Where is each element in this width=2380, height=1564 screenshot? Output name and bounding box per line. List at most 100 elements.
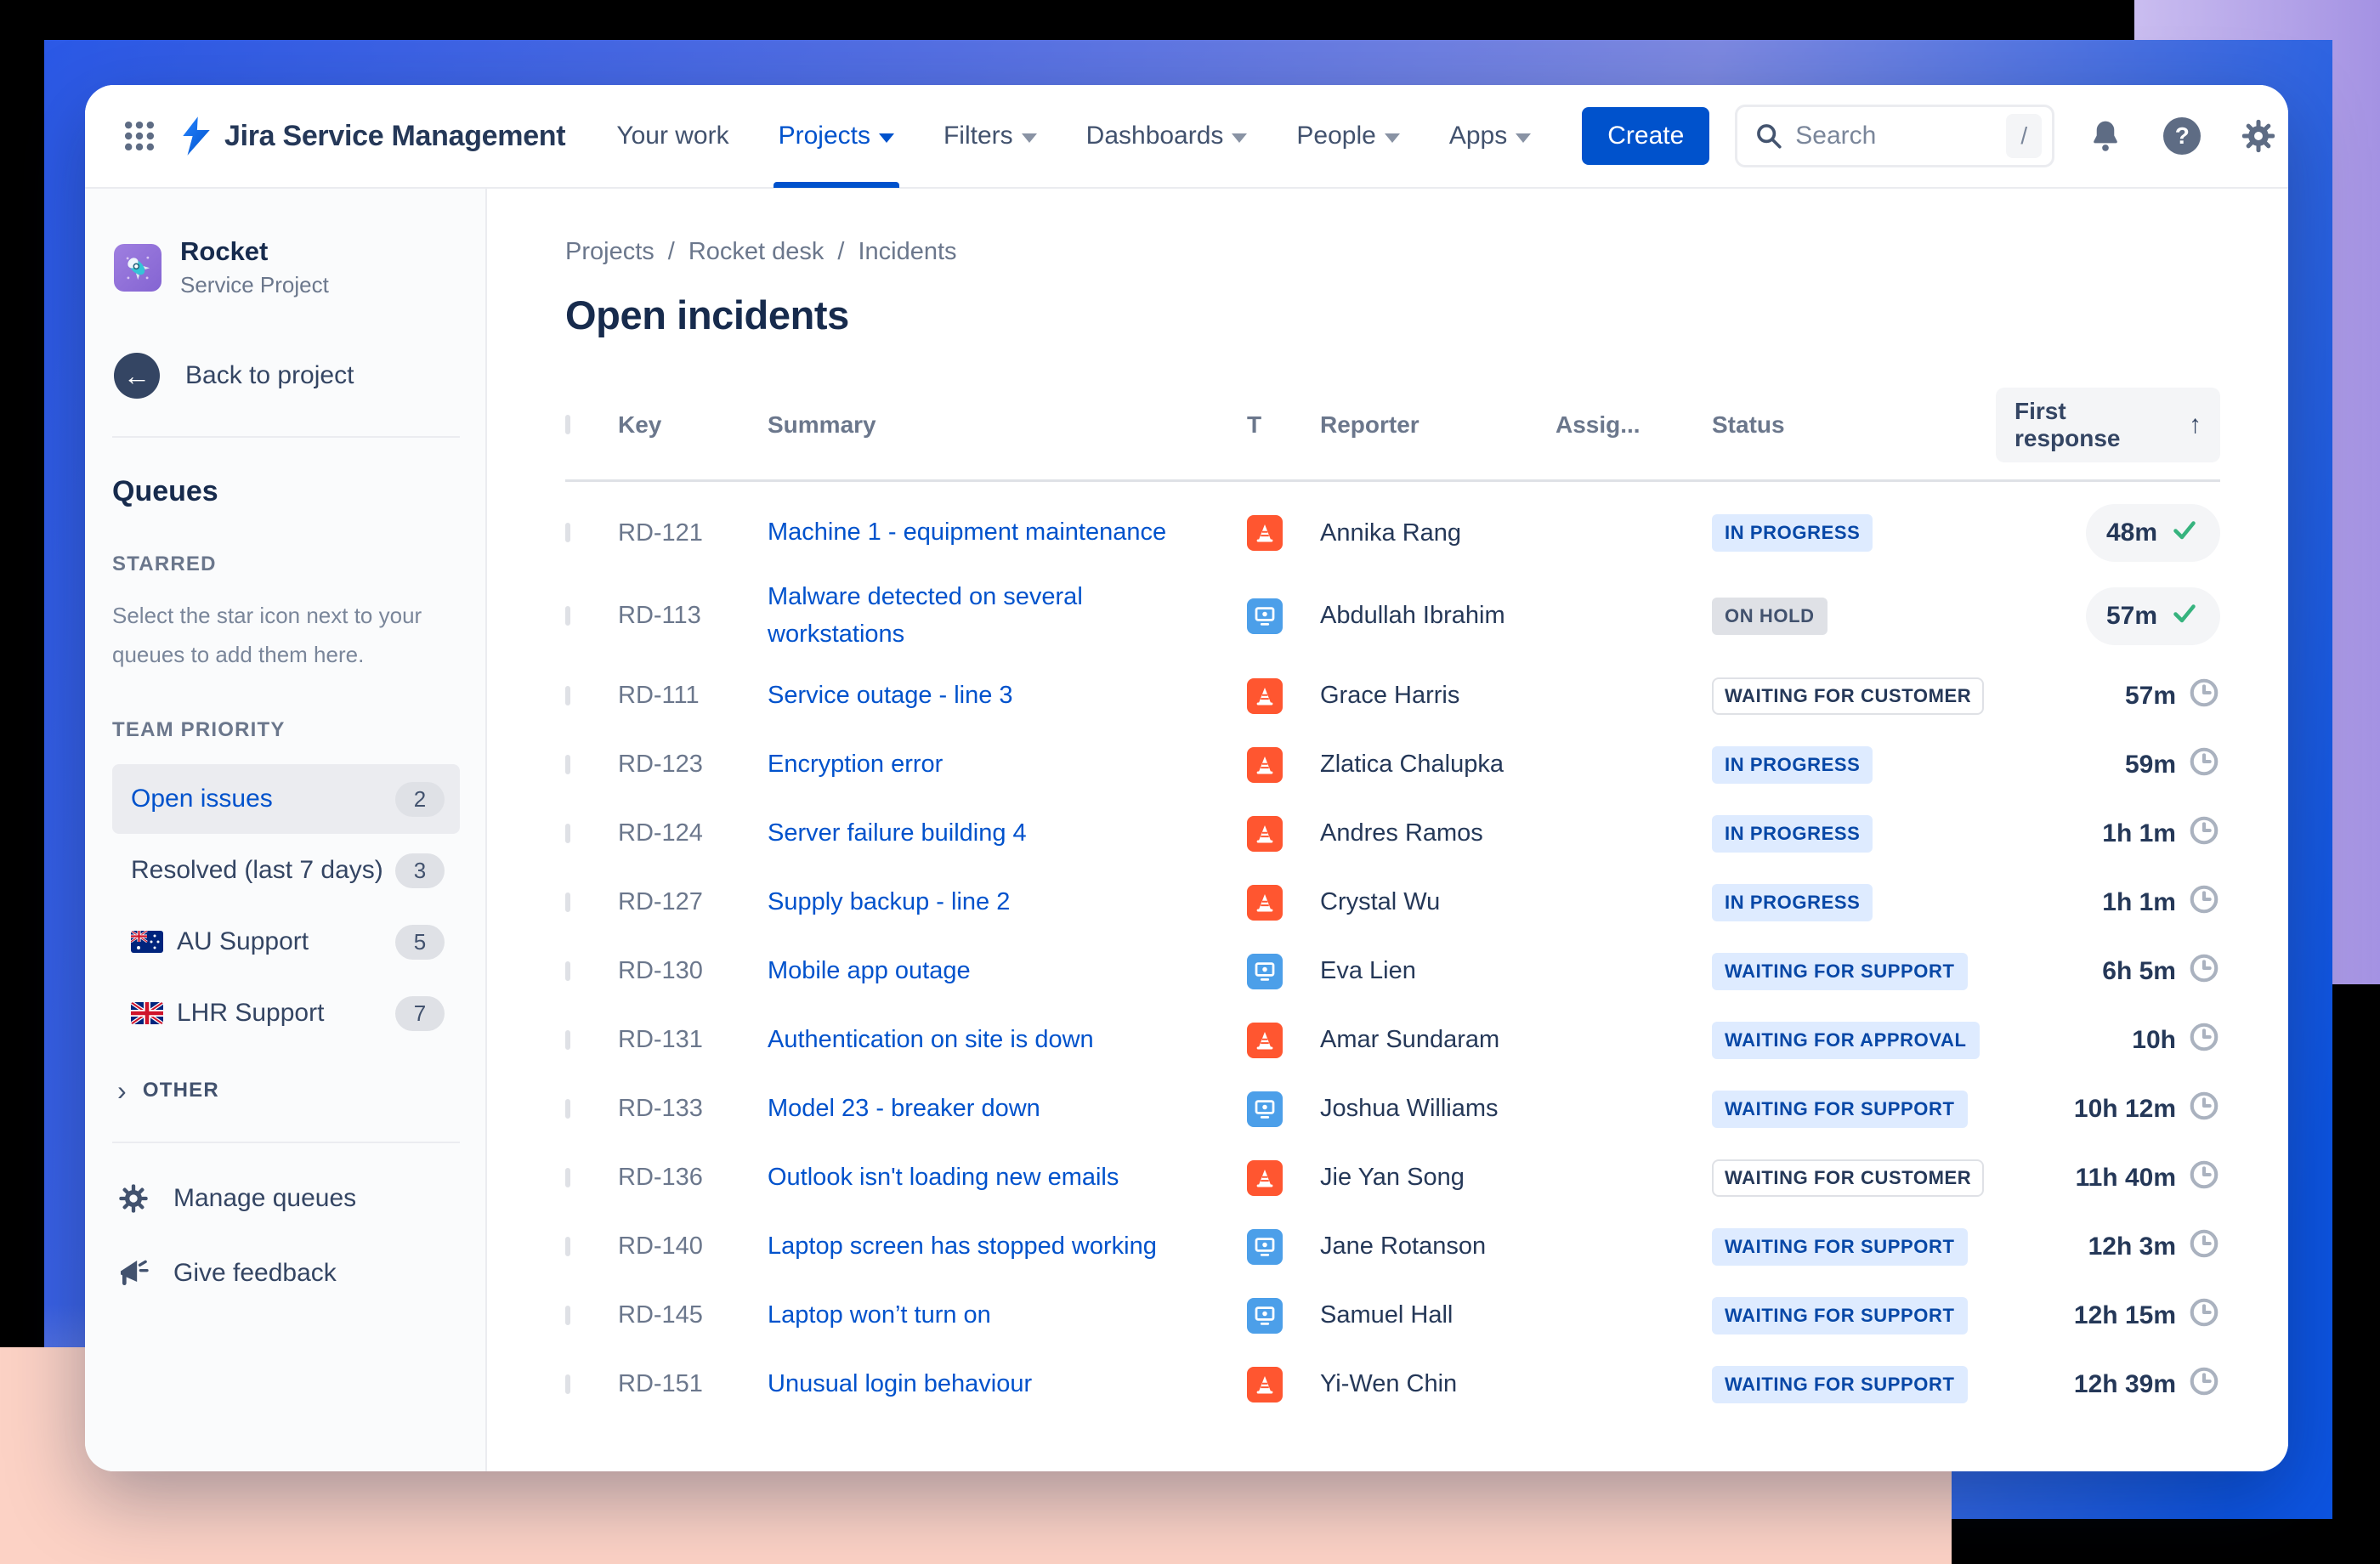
search-icon <box>1757 124 1782 149</box>
sla-clock-icon <box>2188 1021 2220 1060</box>
sidebar-item-au-support[interactable]: AU Support 5 <box>112 907 460 977</box>
row-checkbox[interactable] <box>565 823 570 843</box>
row-checkbox[interactable] <box>565 1236 570 1256</box>
chevron-down-icon <box>1021 133 1037 143</box>
issue-summary-link[interactable]: Outlook isn't loading new emails <box>768 1163 1119 1191</box>
nav-utility-icons: ? <box>2085 111 2288 161</box>
column-first-response-sorted[interactable]: First response ↑ <box>1996 388 2220 462</box>
first-response-cell: 10h 12m <box>2074 1090 2220 1129</box>
column-reporter[interactable]: Reporter <box>1320 411 1420 438</box>
starred-hint-text: Select the star icon next to your queues… <box>112 603 422 667</box>
create-button[interactable]: Create <box>1582 107 1710 165</box>
sidebar-item-lhr-support[interactable]: LHR Support 7 <box>112 978 460 1048</box>
manage-queues-button[interactable]: Manage queues <box>112 1181 460 1216</box>
table-row[interactable]: RD-113 Malware detected on several works… <box>565 570 2220 661</box>
table-row[interactable]: RD-131 Authentication on site is down Am… <box>565 1006 2220 1074</box>
sidebar-section-other[interactable]: › OTHER <box>117 1075 219 1106</box>
issue-summary-link[interactable]: Model 23 - breaker down <box>768 1094 1040 1122</box>
column-summary[interactable]: Summary <box>768 411 876 438</box>
issue-summary-link[interactable]: Unusual login behaviour <box>768 1369 1033 1397</box>
row-checkbox[interactable] <box>565 1374 570 1394</box>
row-checkbox[interactable] <box>565 1098 570 1119</box>
issue-summary-link[interactable]: Server failure building 4 <box>768 819 1027 847</box>
column-status[interactable]: Status <box>1712 411 1785 438</box>
select-all-checkbox[interactable] <box>565 415 570 434</box>
sla-clock-icon <box>2188 1159 2220 1198</box>
issue-summary-link[interactable]: Authentication on site is down <box>768 1025 1094 1053</box>
give-feedback-button[interactable]: Give feedback <box>112 1255 460 1291</box>
table-row[interactable]: RD-130 Mobile app outage Eva Lien WAITIN… <box>565 937 2220 1006</box>
breadcrumb-incidents[interactable]: Incidents <box>858 238 957 265</box>
back-arrow-icon: ← <box>114 353 160 399</box>
table-row[interactable]: RD-145 Laptop won’t turn on Samuel Hall … <box>565 1281 2220 1350</box>
table-row[interactable]: RD-140 Laptop screen has stopped working… <box>565 1212 2220 1281</box>
notifications-bell-icon[interactable] <box>2085 116 2126 156</box>
sla-met-check-icon <box>2169 514 2200 552</box>
nav-item-projects[interactable]: Projects <box>773 85 900 188</box>
nav-item-dashboards[interactable]: Dashboards <box>1086 85 1248 188</box>
issue-summary-link[interactable]: Machine 1 - equipment maintenance <box>768 518 1167 547</box>
table-row[interactable]: RD-127 Supply backup - line 2 Crystal Wu… <box>565 868 2220 937</box>
reporter-name: Yi-Wen Chin <box>1320 1370 1458 1397</box>
issue-summary-link[interactable]: Service outage - line 3 <box>768 681 1013 709</box>
first-response-time: 10h <box>2132 1025 2176 1054</box>
row-checkbox[interactable] <box>565 685 570 706</box>
issue-summary-link[interactable]: Mobile app outage <box>768 956 971 984</box>
column-type[interactable]: T <box>1247 411 1262 438</box>
app-switcher-icon[interactable] <box>119 116 160 156</box>
issue-key: RD-111 <box>618 682 700 709</box>
breadcrumb-projects[interactable]: Projects <box>565 238 654 265</box>
queues-heading: Queues <box>112 475 218 507</box>
first-response-time: 1h 1m <box>2102 819 2176 847</box>
sidebar-item-resolved[interactable]: Resolved (last 7 days) 3 <box>112 836 460 905</box>
row-checkbox[interactable] <box>565 754 570 774</box>
settings-gear-icon[interactable] <box>2238 116 2279 156</box>
jira-logo[interactable]: Jira Service Management <box>178 116 566 156</box>
column-key[interactable]: Key <box>618 411 662 438</box>
table-header: Key Summary T Reporter Assig... Status F… <box>565 388 2220 482</box>
table-row[interactable]: RD-121 Machine 1 - equipment maintenance… <box>565 496 2220 570</box>
issue-summary-link[interactable]: Laptop won’t turn on <box>768 1300 991 1329</box>
search-input[interactable] <box>1795 122 2007 150</box>
row-checkbox[interactable] <box>565 523 570 542</box>
row-checkbox[interactable] <box>565 892 570 912</box>
request-type-icon <box>1247 953 1283 989</box>
table-row[interactable]: RD-123 Encryption error Zlatica Chalupka… <box>565 730 2220 799</box>
uk-flag-icon <box>131 1002 163 1024</box>
project-header[interactable]: Rocket Service Project <box>112 236 460 298</box>
rocket-project-icon <box>114 243 162 292</box>
first-response-cell: 1h 1m <box>2102 814 2220 853</box>
first-response-cell: 59m <box>2125 745 2220 785</box>
help-icon[interactable]: ? <box>2162 116 2202 156</box>
issue-summary-link[interactable]: Laptop screen has stopped working <box>768 1232 1157 1260</box>
row-checkbox[interactable] <box>565 605 570 626</box>
first-response-cell: 11h 40m <box>2076 1159 2220 1198</box>
breadcrumb-rocket-desk[interactable]: Rocket desk <box>688 238 824 265</box>
reporter-name: Andres Ramos <box>1320 819 1483 847</box>
issue-key: RD-131 <box>618 1026 703 1053</box>
sidebar-item-open-issues[interactable]: Open issues 2 <box>112 764 460 834</box>
issue-summary-link[interactable]: Encryption error <box>768 750 944 778</box>
table-row[interactable]: RD-133 Model 23 - breaker down Joshua Wi… <box>565 1074 2220 1143</box>
issue-summary-link[interactable]: Malware detected on several workstations <box>768 583 1083 648</box>
table-row[interactable]: RD-124 Server failure building 4 Andres … <box>565 799 2220 868</box>
issue-summary-link[interactable]: Supply backup - line 2 <box>768 887 1011 915</box>
table-row[interactable]: RD-151 Unusual login behaviour Yi-Wen Ch… <box>565 1350 2220 1419</box>
nav-item-apps[interactable]: Apps <box>1449 85 1532 188</box>
first-response-time: 59m <box>2124 750 2176 779</box>
back-to-project[interactable]: ← Back to project <box>112 353 460 399</box>
global-search[interactable]: / <box>1735 105 2055 167</box>
primary-nav: Your work Projects Filters Dashboards Pe… <box>616 85 1532 188</box>
issue-key: RD-121 <box>618 518 703 547</box>
row-checkbox[interactable] <box>565 960 570 981</box>
column-assignee[interactable]: Assig... <box>1556 411 1640 438</box>
table-row[interactable]: RD-111 Service outage - line 3 Grace Har… <box>565 661 2220 730</box>
table-row[interactable]: RD-136 Outlook isn't loading new emails … <box>565 1143 2220 1212</box>
chevron-down-icon <box>1516 133 1532 143</box>
row-checkbox[interactable] <box>565 1305 570 1325</box>
row-checkbox[interactable] <box>565 1167 570 1187</box>
nav-item-your-work[interactable]: Your work <box>616 122 729 150</box>
nav-item-filters[interactable]: Filters <box>944 85 1037 188</box>
nav-item-people[interactable]: People <box>1296 85 1400 188</box>
row-checkbox[interactable] <box>565 1029 570 1050</box>
